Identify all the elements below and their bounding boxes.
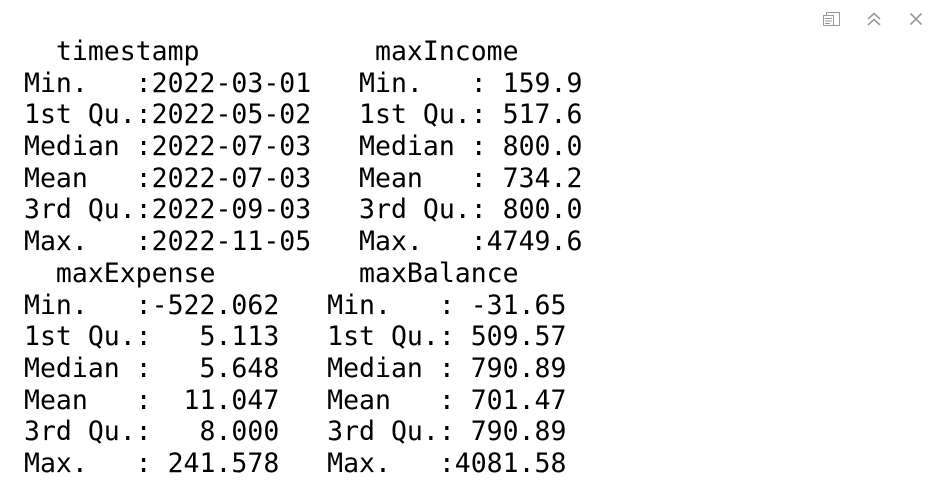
console-output: timestamp maxIncome Min. :2022-03-01 Min… xyxy=(24,36,614,480)
summary-row: 1st Qu.: 5.113 1st Qu.: 509.57 xyxy=(24,321,599,353)
summary-header-row: timestamp maxIncome xyxy=(24,36,599,67)
summary-row: 1st Qu.:2022-05-02 1st Qu.: 517.6 xyxy=(24,99,615,131)
summary-row: Mean :2022-07-03 Mean : 734.2 xyxy=(24,162,615,194)
summary-row: 3rd Qu.: 8.000 3rd Qu.: 790.89 xyxy=(24,416,599,448)
close-icon xyxy=(908,11,924,27)
summary-row: Max. :2022-11-05 Max. :4749.6 xyxy=(24,226,615,258)
summary-row: Min. :-522.062 Min. : -31.65 xyxy=(24,289,599,321)
popout-button[interactable] xyxy=(818,8,846,30)
summary-row: Mean : 11.047 Mean : 701.47 xyxy=(24,384,599,416)
summary-row: 3rd Qu.:2022-09-03 3rd Qu.: 800.0 xyxy=(24,194,615,226)
summary-row: Median : 5.648 Median : 790.89 xyxy=(24,352,599,384)
chunk-output-toolbar xyxy=(818,8,930,30)
popout-icon xyxy=(822,10,842,28)
summary-row: Max. : 241.578 Max. :4081.58 xyxy=(24,447,599,479)
collapse-icon xyxy=(865,10,883,28)
summary-row: Median :2022-07-03 Median : 800.0 xyxy=(24,131,615,163)
collapse-button[interactable] xyxy=(860,8,888,30)
summary-header-row: maxExpense maxBalance xyxy=(24,257,599,289)
summary-row: Min. :2022-03-01 Min. : 159.9 xyxy=(24,67,615,99)
close-button[interactable] xyxy=(902,8,930,30)
